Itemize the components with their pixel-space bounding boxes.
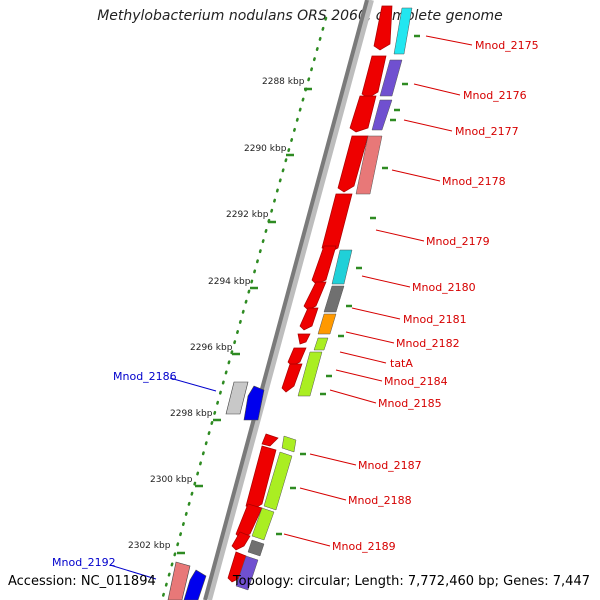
block-2190 [235, 555, 259, 591]
kbp-tick-marks [177, 87, 312, 555]
gene-label-mnod-2176[interactable]: Mnod_2176 [463, 89, 527, 102]
gene-arrow-tata [287, 347, 307, 367]
gene-arrow-2190 [227, 551, 247, 583]
gene-label-mnod-2189[interactable]: Mnod_2189 [332, 540, 396, 553]
gene-label-mnod-2181[interactable]: Mnod_2181 [403, 313, 467, 326]
gene-label-mnod-2178[interactable]: Mnod_2178 [442, 175, 506, 188]
gene-arrow-2177 [349, 95, 377, 133]
gene-arrow-2182 [297, 333, 311, 345]
gene-arrow-2192 [183, 569, 207, 600]
gene-arrow-2176 [361, 55, 387, 99]
gene-arrow-2178 [337, 135, 369, 193]
ruler-label: 2300 kbp [150, 475, 193, 485]
gene-arrows-reverse [167, 381, 265, 600]
ruler-label: 2302 kbp [128, 541, 171, 551]
block-2192-pink [167, 561, 191, 600]
gene-arrow-2181b [299, 307, 319, 331]
gene-label-mnod-2192[interactable]: Mnod_2192 [52, 556, 116, 569]
gene-label-mnod-2177[interactable]: Mnod_2177 [455, 125, 519, 138]
gene-label-mnod-2188[interactable]: Mnod_2188 [348, 494, 412, 507]
gene-arrow-2186 [243, 385, 265, 421]
block-2184 [297, 351, 323, 397]
block-2189 [251, 507, 275, 541]
ruler-label: 2290 kbp [244, 144, 287, 154]
gene-label-mnod-2180[interactable]: Mnod_2180 [412, 281, 476, 294]
block-tata [313, 337, 329, 351]
accession-text: Accession: NC_011894 [8, 574, 156, 589]
ruler-label: 2294 kbp [208, 277, 251, 287]
block-2176 [379, 59, 403, 97]
genome-backbone [203, 0, 369, 600]
block-2180 [331, 249, 353, 285]
ruler-label: 2296 kbp [190, 343, 233, 353]
gene-arrow-2179 [321, 193, 353, 253]
label-leaders-left [109, 377, 217, 580]
ruler-label: 2298 kbp [170, 409, 213, 419]
block-2177 [371, 99, 393, 131]
block-2182 [317, 313, 337, 335]
gene-arrow-2189b [231, 531, 251, 551]
product-blocks [235, 7, 413, 591]
block-2178 [355, 135, 383, 195]
gene-label-mnod-2184[interactable]: Mnod_2184 [384, 375, 448, 388]
block-2188 [263, 451, 293, 511]
block-2175 [393, 7, 413, 55]
ruler-label: 2292 kbp [226, 210, 269, 220]
block-2186-grey [225, 381, 249, 415]
kbp-ruler-dots [160, 16, 328, 600]
block-2187 [281, 435, 297, 453]
block-2189b [247, 539, 265, 557]
gene-label-mnod-2175[interactable]: Mnod_2175 [475, 39, 539, 52]
gene-label-mnod-2179[interactable]: Mnod_2179 [426, 235, 490, 248]
gene-label-mnod-2185[interactable]: Mnod_2185 [378, 397, 442, 410]
genome-backbone-shadow [206, 0, 374, 600]
gene-arrow-2184 [281, 363, 303, 393]
gene-arrows-forward [227, 5, 393, 583]
boundary-ticks [276, 34, 420, 536]
gene-arrow-2175 [373, 5, 393, 51]
gene-arrow-2187 [261, 433, 279, 447]
gene-label-mnod-2182[interactable]: Mnod_2182 [396, 337, 460, 350]
block-2181 [323, 285, 345, 313]
genome-summary-text: Topology: circular; Length: 7,772,460 bp… [232, 574, 590, 589]
gene-arrow-2180 [311, 245, 337, 285]
ruler-label: 2288 kbp [262, 77, 305, 87]
label-leaders-right [283, 35, 473, 547]
gene-label-mnod-2186[interactable]: Mnod_2186 [113, 370, 177, 383]
gene-label-tata[interactable]: tatA [390, 357, 413, 370]
gene-label-mnod-2187[interactable]: Mnod_2187 [358, 459, 422, 472]
gene-arrow-2181 [303, 281, 327, 311]
